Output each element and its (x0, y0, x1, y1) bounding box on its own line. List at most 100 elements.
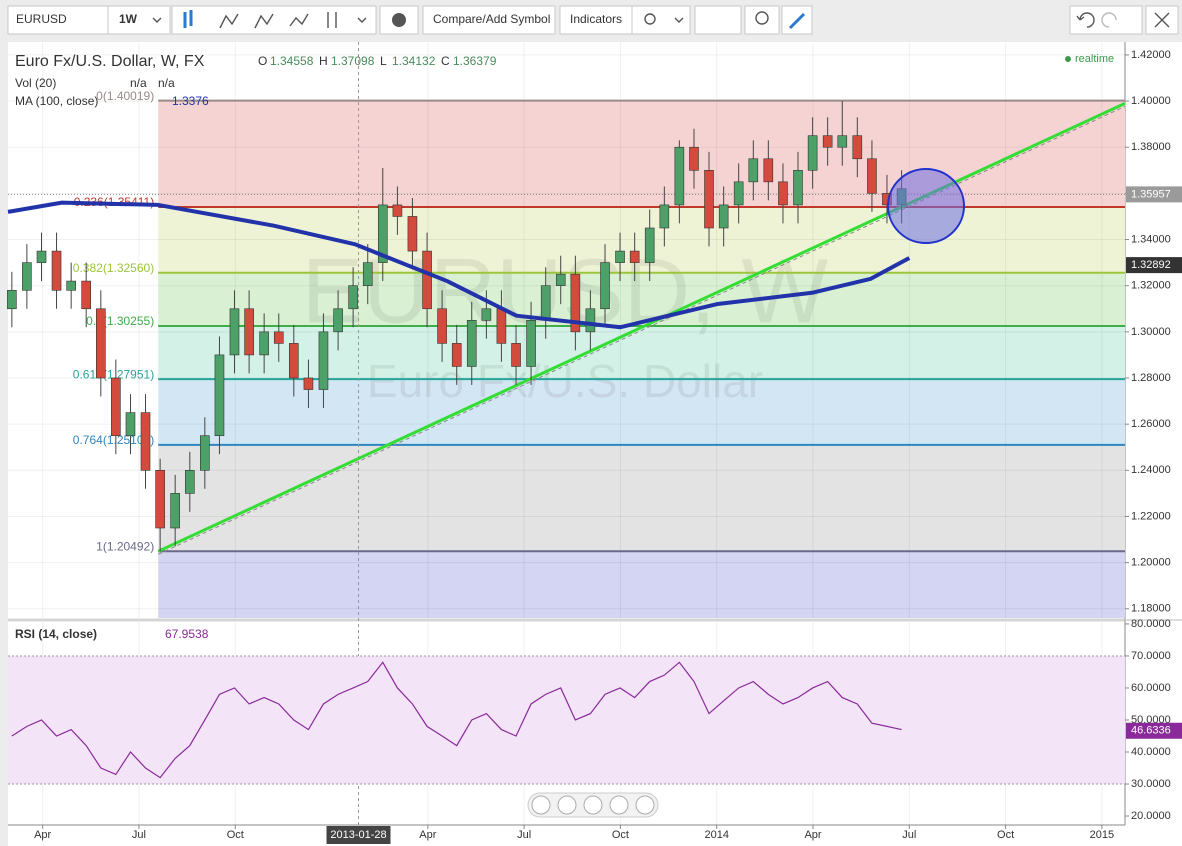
candle-body (570, 273, 581, 333)
candle-body (392, 204, 403, 217)
candle-body (333, 308, 343, 333)
fib-label: 0(1.40019) (96, 89, 154, 103)
dropdown-arrow (357, 17, 367, 23)
volume-value: n/a (158, 76, 175, 90)
candle-body (496, 308, 507, 344)
undo-icon[interactable] (1076, 12, 1095, 28)
compare-label[interactable]: Compare/Add Symbol (433, 12, 550, 26)
candle-body (689, 146, 699, 171)
candle-body (852, 135, 863, 160)
candle-body (155, 470, 165, 529)
price-axis (1125, 42, 1182, 846)
fib-label: 0.618(1.27951) (73, 367, 154, 381)
candle-body (511, 343, 521, 367)
x-tick-label: Oct (997, 829, 1014, 841)
line-icon[interactable] (254, 13, 274, 29)
candle-body (807, 135, 818, 171)
ma-value: 1.3376 (172, 94, 209, 108)
price-tag-label: 1.35957 (1131, 188, 1171, 200)
candle-body (185, 470, 195, 494)
y-tick-label: 1.20000 (1131, 557, 1171, 569)
y-tick-label: 40.0000 (1131, 746, 1171, 758)
bulb-icon (755, 11, 769, 25)
candle-body (96, 308, 106, 379)
volume-label: Vol (20) (15, 76, 56, 90)
bars-icon[interactable] (219, 13, 239, 29)
x-tick-label: Apr (34, 829, 51, 841)
undo-redo[interactable] (1069, 5, 1143, 35)
y-tick-label: 20.0000 (1131, 810, 1171, 822)
redo-icon[interactable] (1101, 12, 1117, 28)
chart-style-group[interactable] (171, 5, 377, 35)
y-tick-label: 1.18000 (1131, 603, 1171, 615)
y-tick-label: 1.28000 (1131, 372, 1171, 384)
reset[interactable] (583, 795, 603, 815)
y-tick-label: 1.32000 (1131, 280, 1171, 292)
x-tick-label: Apr (804, 829, 821, 841)
fib-zone (158, 444, 1126, 552)
fib-label: 0.382(1.32560) (73, 261, 154, 275)
candle-body (111, 377, 121, 436)
fib-zone (158, 379, 1126, 445)
candle-body (600, 262, 610, 310)
candle-body (318, 331, 329, 390)
candle-body (763, 158, 774, 183)
rsi-band (8, 655, 1125, 785)
candle-body (81, 280, 91, 310)
candle-body (822, 135, 833, 148)
compare-button[interactable] (422, 5, 556, 35)
x-tick-label: Jul (517, 829, 531, 841)
scroll-left[interactable] (531, 795, 551, 815)
candles-icon[interactable] (183, 10, 193, 28)
zoom-out[interactable] (557, 795, 577, 815)
interval-box[interactable] (107, 5, 171, 35)
indicators-button[interactable] (559, 5, 633, 35)
ideas-button[interactable] (744, 5, 780, 35)
candle-body (22, 262, 32, 291)
fullscreen-icon (1154, 12, 1170, 28)
ma-line (7, 200, 911, 330)
dropdown-arrow (152, 17, 162, 23)
symbol[interactable]: EURUSD (16, 12, 67, 26)
indicators-label[interactable]: Indicators (570, 12, 622, 26)
price-tag-label: 1.32892 (1131, 259, 1171, 271)
fib-label: 1(1.20492) (96, 539, 154, 553)
x-tick-label: Apr (419, 829, 436, 841)
candle-body (140, 412, 151, 471)
price-tag (1126, 257, 1182, 274)
rsi-line (11, 661, 902, 779)
zoom-in[interactable] (609, 795, 629, 815)
trendline (157, 102, 1126, 553)
search-button[interactable] (631, 5, 691, 35)
interval[interactable]: 1W (119, 12, 138, 26)
y-tick-label: 30.0000 (1131, 778, 1171, 790)
candle-body (629, 250, 640, 263)
symbol-box[interactable] (7, 5, 109, 35)
y-tick-label: 1.22000 (1131, 510, 1171, 522)
y-tick-label: 60.0000 (1131, 682, 1171, 694)
rsi-layer (8, 622, 1125, 825)
crosshair-label: 2013-01-28 (330, 829, 386, 841)
brush-icon (788, 12, 806, 30)
search-icon (644, 13, 656, 25)
template-button[interactable] (694, 5, 742, 35)
candle-body (793, 170, 803, 206)
time-axis (8, 825, 1125, 846)
dropdown-arrow (674, 17, 684, 23)
candle-body (51, 250, 62, 291)
ma-label: MA (100, close) (15, 94, 98, 108)
candle-body (540, 285, 551, 321)
y-tick-label: 70.0000 (1131, 650, 1171, 662)
heikin-icon[interactable] (327, 12, 337, 28)
area-icon[interactable] (289, 13, 309, 27)
x-tick-label: Oct (612, 829, 629, 841)
ohlc-key: C (441, 54, 450, 68)
scroll-controls (527, 792, 659, 818)
toolbar: EURUSD 1W Compare/Add Symbol Indicators (7, 5, 1179, 35)
scroll-right[interactable] (635, 795, 655, 815)
fib-zone (158, 272, 1126, 326)
candle-body (244, 308, 254, 356)
candle-body (867, 158, 877, 194)
